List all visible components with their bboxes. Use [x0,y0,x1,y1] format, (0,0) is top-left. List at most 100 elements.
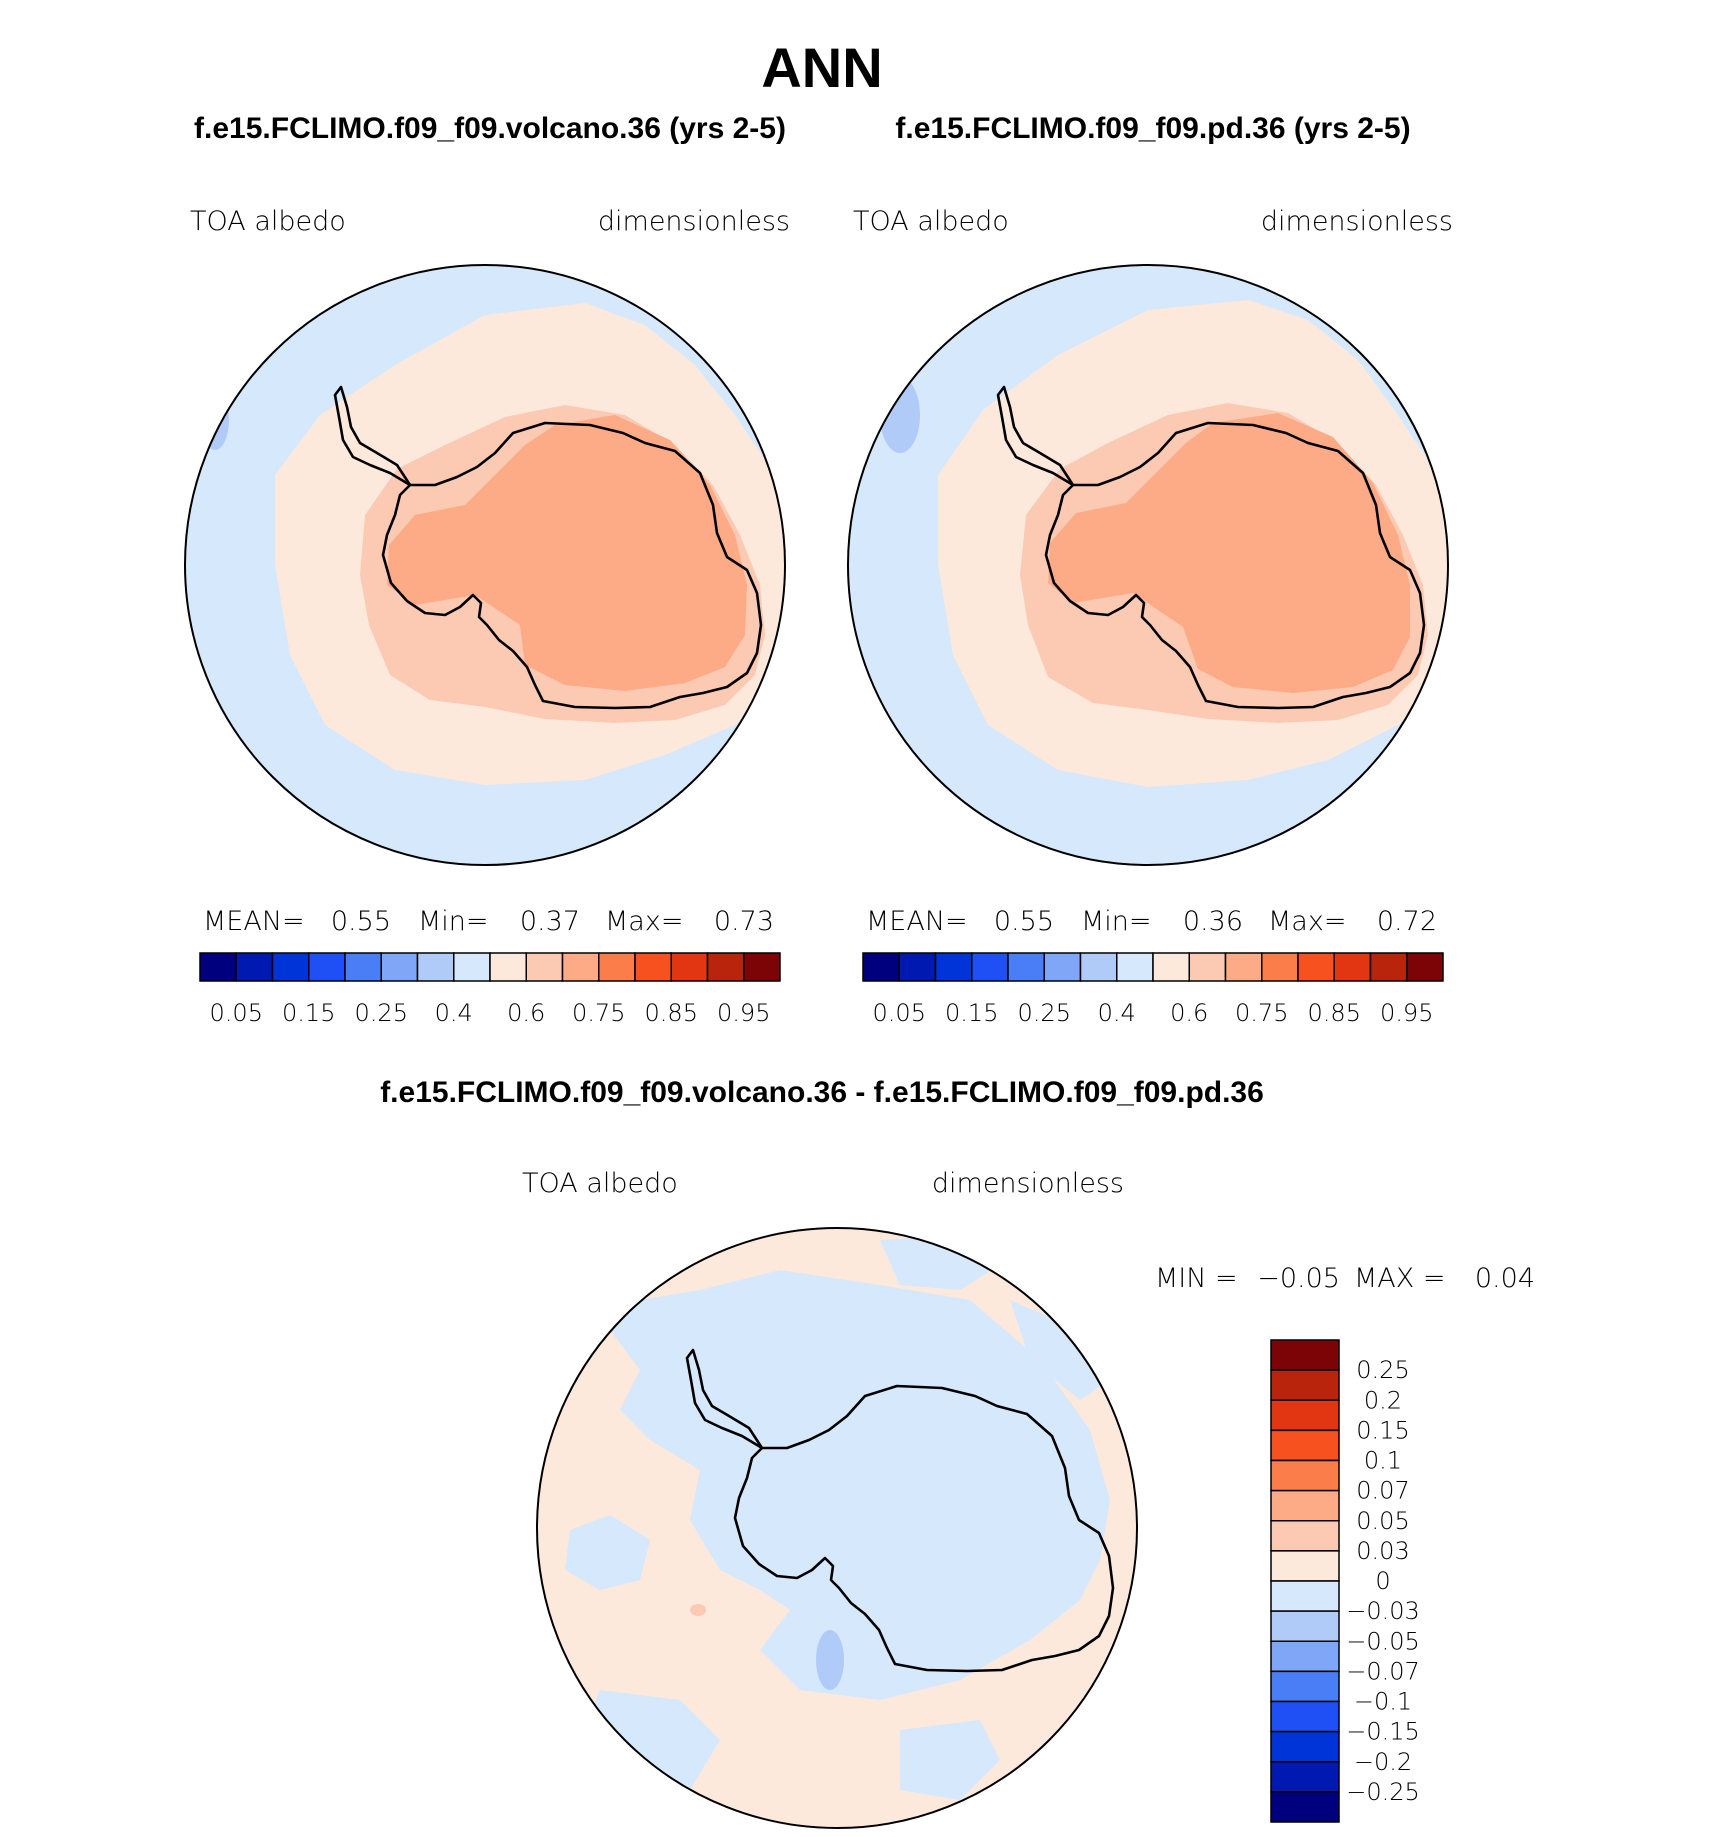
colorbar-box [1007,952,1045,982]
colorbar-box [380,952,419,982]
colorbar-box [971,952,1009,982]
colorbar-tick-label: 0.75 [572,999,625,1027]
negative-diff-patch [816,1630,844,1690]
colorbar-box [1270,1369,1340,1401]
panel-diff-colorbar: 0.250.20.150.10.070.050.030−0.03−0.05−0.… [1270,1339,1420,1823]
colorbar-tick-label: 0.85 [645,999,698,1027]
map-boundary [184,264,786,866]
colorbar-tick-label: 0.6 [507,999,545,1027]
panel-volcano-units-label: dimensionless [598,206,790,237]
colorbar-box [1270,1640,1340,1673]
map-boundary [536,1227,1138,1829]
colorbar-tick-label: −0.15 [1346,1718,1420,1746]
panel-diff-min-value: −0.05 [1257,1263,1340,1294]
colorbar-tick-label: 0.05 [873,999,926,1027]
colorbar-tick-label: 0.15 [1356,1416,1409,1444]
colorbar-tick-label: 0.07 [1356,1477,1409,1505]
panel-diff-map [537,1228,1137,1828]
colorbar-box [1270,1580,1340,1612]
panel-pd: f.e15.FCLIMO.f09_f09.pd.36 (yrs 2-5) TOA… [847,112,1453,1027]
colorbar-box [1406,952,1444,982]
colorbar-box [1270,1791,1340,1823]
panel-volcano-min-label: Min= [418,906,489,937]
colorbar-box [1261,952,1299,982]
colorbar-tick-label: 0.25 [1356,1356,1409,1384]
panel-volcano-min-value: 0.37 [520,906,580,937]
colorbar-box [634,952,672,982]
colorbar-box [706,952,745,982]
colorbar-tick-label: 0.4 [1098,999,1136,1027]
colorbar-box [1270,1399,1340,1432]
colorbar-box [1270,1429,1340,1462]
colorbar-tick-label: 0.4 [435,999,473,1027]
panel-pd-title: f.e15.FCLIMO.f09_f09.pd.36 (yrs 2-5) [895,112,1410,145]
colorbar-box [1270,1520,1340,1552]
panel-pd-min-value: 0.36 [1183,906,1243,937]
panel-pd-field-label: TOA albedo [853,206,1009,237]
panel-diff-max-value: 0.04 [1475,1263,1535,1294]
panel-volcano-map [185,265,785,865]
colorbar-box [1270,1730,1340,1763]
negative-diff-region [900,1720,1000,1800]
colorbar-box [1297,952,1335,982]
panel-diff-max-label: MAX = [1354,1263,1445,1294]
panel-volcano-colorbar: 0.05 0.15 0.25 0.4 0.6 0.75 0.85 0.95 [199,952,781,1027]
colorbar-box [1270,1700,1340,1733]
colorbar-tick-label: −0.2 [1354,1748,1412,1776]
colorbar-tick-label: −0.05 [1346,1627,1420,1655]
panel-volcano-mean-value: 0.55 [331,906,391,937]
colorbar-box [525,952,564,982]
panel-diff-field-label: TOA albedo [522,1168,678,1199]
colorbar-box [453,952,491,982]
colorbar-box [489,952,527,982]
colorbar-box [1079,952,1118,982]
panel-volcano-max-label: Max= [605,906,683,937]
colorbar-tick-label: 0.95 [1380,999,1433,1027]
colorbar-box [1116,952,1154,982]
panel-diff-units-label: dimensionless [932,1168,1124,1199]
panel-pd-max-label: Max= [1268,906,1346,937]
colorbar-tick-label: −0.07 [1346,1657,1420,1685]
colorbar-tick-label: 0.05 [1356,1507,1409,1535]
panel-volcano-max-value: 0.73 [714,906,774,937]
colorbar-box [1270,1339,1340,1371]
colorbar-tick-label: 0.6 [1170,999,1208,1027]
ice-high-region [387,415,747,691]
colorbar-tick-label: 0.15 [945,999,998,1027]
colorbar-box [1152,952,1190,982]
colorbar-box [1369,952,1408,982]
colorbar-box [1270,1610,1340,1642]
colorbar-tick-label: −0.1 [1354,1688,1412,1716]
positive-diff-patch [690,1604,706,1616]
colorbar-tick-label: 0.2 [1364,1386,1402,1414]
colorbar-box [862,952,900,982]
colorbar-box [1270,1761,1340,1793]
colorbar-tick-label: 0.03 [1356,1537,1409,1565]
panel-volcano-mean-label: MEAN= [203,906,305,937]
colorbar-box [344,952,382,982]
colorbar-box [308,952,346,982]
colorbar-tick-label: 0.85 [1308,999,1361,1027]
low-albedo-patch [880,377,920,453]
ice-high-region [1048,413,1410,693]
figure-title: ANN [761,36,882,99]
colorbar-box [598,952,636,982]
colorbar-box [1270,1670,1340,1703]
colorbar-tick-label: 0.75 [1235,999,1288,1027]
colorbar-box [199,952,237,982]
colorbar-box [271,952,310,982]
panel-diff-min-label: MIN = [1155,1263,1238,1294]
colorbar-box [898,952,937,982]
negative-diff-region [610,1270,1110,1700]
colorbar-tick-label: 0.1 [1364,1447,1402,1475]
panel-pd-min-label: Min= [1081,906,1152,937]
colorbar-tick-label: −0.25 [1346,1778,1420,1806]
colorbar-box [561,952,600,982]
colorbar-tick-label: −0.03 [1346,1597,1420,1625]
colorbar-tick-label: 0.25 [355,999,408,1027]
colorbar-box [1043,952,1082,982]
colorbar-box [1188,952,1227,982]
panel-pd-map [848,265,1448,865]
colorbar-box [934,952,973,982]
